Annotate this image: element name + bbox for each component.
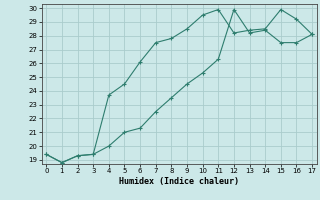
- X-axis label: Humidex (Indice chaleur): Humidex (Indice chaleur): [119, 177, 239, 186]
